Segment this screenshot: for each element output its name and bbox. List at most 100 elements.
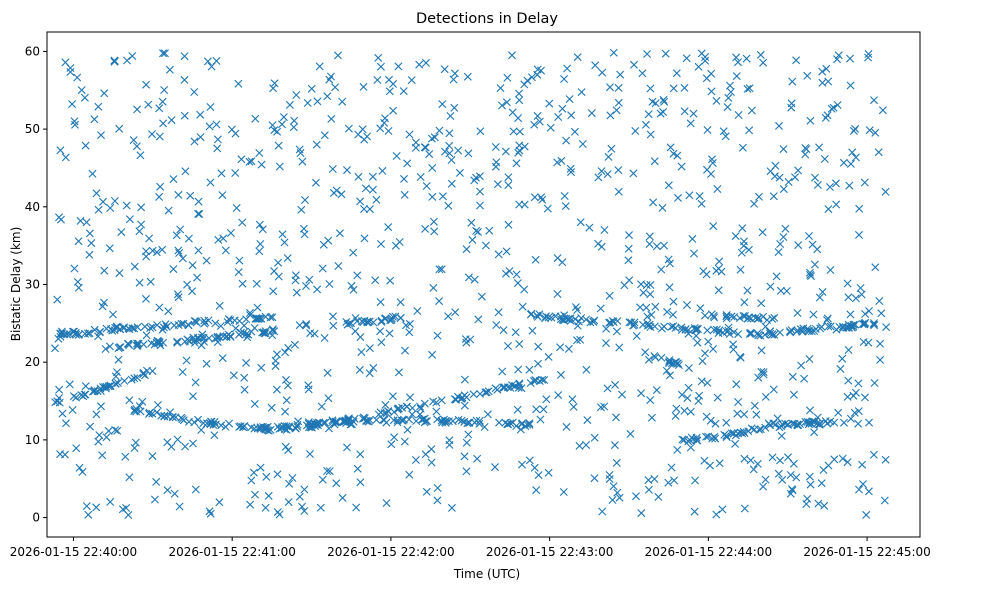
detection-point xyxy=(476,389,485,398)
detection-point xyxy=(130,444,139,452)
detection-point xyxy=(310,419,319,428)
detection-point xyxy=(152,408,161,417)
detection-point xyxy=(856,284,865,292)
detection-point xyxy=(652,242,661,251)
detection-point xyxy=(577,88,586,97)
detection-point xyxy=(281,348,290,357)
detection-point xyxy=(650,322,659,331)
detection-point xyxy=(508,418,517,427)
detection-point xyxy=(684,383,693,392)
detection-point xyxy=(169,175,178,184)
detection-point xyxy=(614,166,623,175)
detection-point xyxy=(846,54,854,63)
detection-point xyxy=(614,83,623,92)
detection-point xyxy=(646,130,655,139)
detection-point xyxy=(325,280,334,288)
detection-point xyxy=(80,93,89,102)
detection-point xyxy=(707,170,715,178)
detection-point xyxy=(695,192,704,201)
detection-point xyxy=(638,69,647,78)
detection-point xyxy=(726,88,735,96)
detection-point xyxy=(604,152,613,161)
detection-point xyxy=(709,311,718,320)
detection-point xyxy=(320,131,329,140)
detection-point xyxy=(416,173,425,181)
detection-point xyxy=(377,338,386,347)
detection-point xyxy=(285,423,294,432)
detection-point xyxy=(273,350,281,359)
detection-point xyxy=(88,169,97,178)
detection-point xyxy=(722,314,731,323)
detection-point xyxy=(779,185,788,194)
detection-point xyxy=(740,504,749,513)
detection-point xyxy=(298,502,306,511)
detection-point xyxy=(612,106,621,115)
detection-point xyxy=(770,313,779,322)
detection-point xyxy=(851,124,860,133)
detection-point xyxy=(61,153,70,162)
detection-point xyxy=(101,384,110,393)
detection-point xyxy=(732,53,741,62)
detection-point xyxy=(525,456,534,465)
detection-point xyxy=(694,397,703,405)
detection-point xyxy=(788,372,797,381)
detection-point xyxy=(794,421,803,430)
detection-point xyxy=(122,201,131,210)
detection-point xyxy=(178,415,187,424)
detection-point xyxy=(454,415,463,424)
detection-point xyxy=(559,488,568,496)
detection-point xyxy=(111,379,120,388)
detection-point xyxy=(435,265,444,274)
x-tick-label: 2026-01-15 22:45:00 xyxy=(803,545,930,559)
detection-point xyxy=(525,419,534,428)
detection-point xyxy=(337,190,346,199)
detection-point xyxy=(432,407,441,416)
detection-point xyxy=(805,419,814,428)
detection-point xyxy=(727,429,736,438)
detection-point xyxy=(143,366,151,375)
detection-point xyxy=(283,381,292,390)
detection-point xyxy=(806,268,814,277)
detection-point xyxy=(433,496,442,505)
detection-point xyxy=(562,422,571,431)
detection-point xyxy=(553,158,562,167)
detection-point xyxy=(509,127,518,136)
detection-point xyxy=(665,283,674,292)
detection-point xyxy=(643,319,652,328)
detection-point xyxy=(669,310,677,319)
detection-point xyxy=(672,404,681,413)
detection-point xyxy=(338,493,347,502)
x-tick-label: 2026-01-15 22:40:00 xyxy=(10,545,137,559)
detection-point xyxy=(851,320,860,329)
detection-point xyxy=(671,323,680,332)
detection-point xyxy=(219,234,228,243)
detection-point xyxy=(281,407,290,416)
detection-point xyxy=(437,396,446,405)
detection-point xyxy=(493,180,502,189)
detection-point xyxy=(845,181,854,190)
detection-point xyxy=(734,330,743,339)
detection-point xyxy=(722,431,731,440)
detection-point xyxy=(74,237,83,246)
detection-point xyxy=(283,254,292,263)
detection-point xyxy=(205,122,214,131)
detection-point xyxy=(839,158,848,167)
detection-point xyxy=(724,93,733,102)
detection-point xyxy=(673,151,682,160)
detection-point xyxy=(344,416,353,425)
detection-point xyxy=(124,511,133,519)
detection-point xyxy=(235,256,244,265)
detection-point xyxy=(164,206,173,215)
detection-point xyxy=(709,222,718,231)
detection-point xyxy=(440,417,449,426)
detection-point xyxy=(535,377,544,385)
detection-point xyxy=(142,247,150,256)
detection-point xyxy=(766,421,774,430)
detection-point xyxy=(651,302,660,311)
detection-point xyxy=(97,131,105,140)
detection-point xyxy=(761,392,770,401)
detection-point xyxy=(365,317,374,326)
detection-point xyxy=(464,430,473,439)
detection-point xyxy=(100,298,108,307)
